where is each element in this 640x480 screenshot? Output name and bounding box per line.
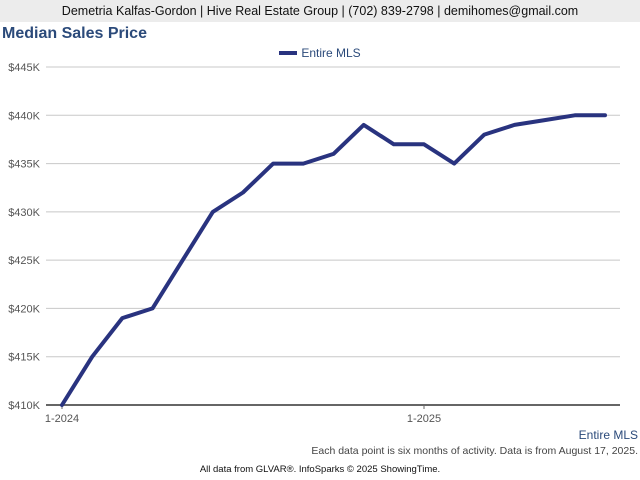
y-tick-label: $440K bbox=[8, 110, 40, 122]
y-tick-label: $420K bbox=[8, 303, 40, 315]
y-tick-label: $445K bbox=[8, 62, 40, 74]
legend-swatch bbox=[279, 50, 298, 55]
contact-line: Demetria Kalfas-Gordon | Hive Real Estat… bbox=[61, 4, 579, 18]
y-tick-label: $410K bbox=[8, 400, 40, 412]
chart-legend: Entire MLS bbox=[0, 46, 640, 60]
y-tick-label: $425K bbox=[8, 255, 40, 267]
footnote: Each data point is six months of activit… bbox=[311, 445, 638, 457]
y-tick-label: $415K bbox=[8, 352, 40, 364]
contact-header: Demetria Kalfas-Gordon | Hive Real Estat… bbox=[0, 0, 640, 22]
x-tick-label: 1-2025 bbox=[407, 413, 441, 425]
series-label: Entire MLS bbox=[578, 428, 638, 442]
y-tick-label: $435K bbox=[8, 159, 40, 171]
credit-line: All data from GLVAR®. InfoSparks © 2025 … bbox=[199, 464, 441, 475]
chart-title: Median Sales Price bbox=[2, 25, 147, 42]
legend-label: Entire MLS bbox=[301, 46, 361, 60]
series-line-entire-mls bbox=[60, 113, 607, 407]
y-tick-label: $430K bbox=[8, 207, 40, 219]
x-tick-label: 1-2024 bbox=[45, 413, 79, 425]
